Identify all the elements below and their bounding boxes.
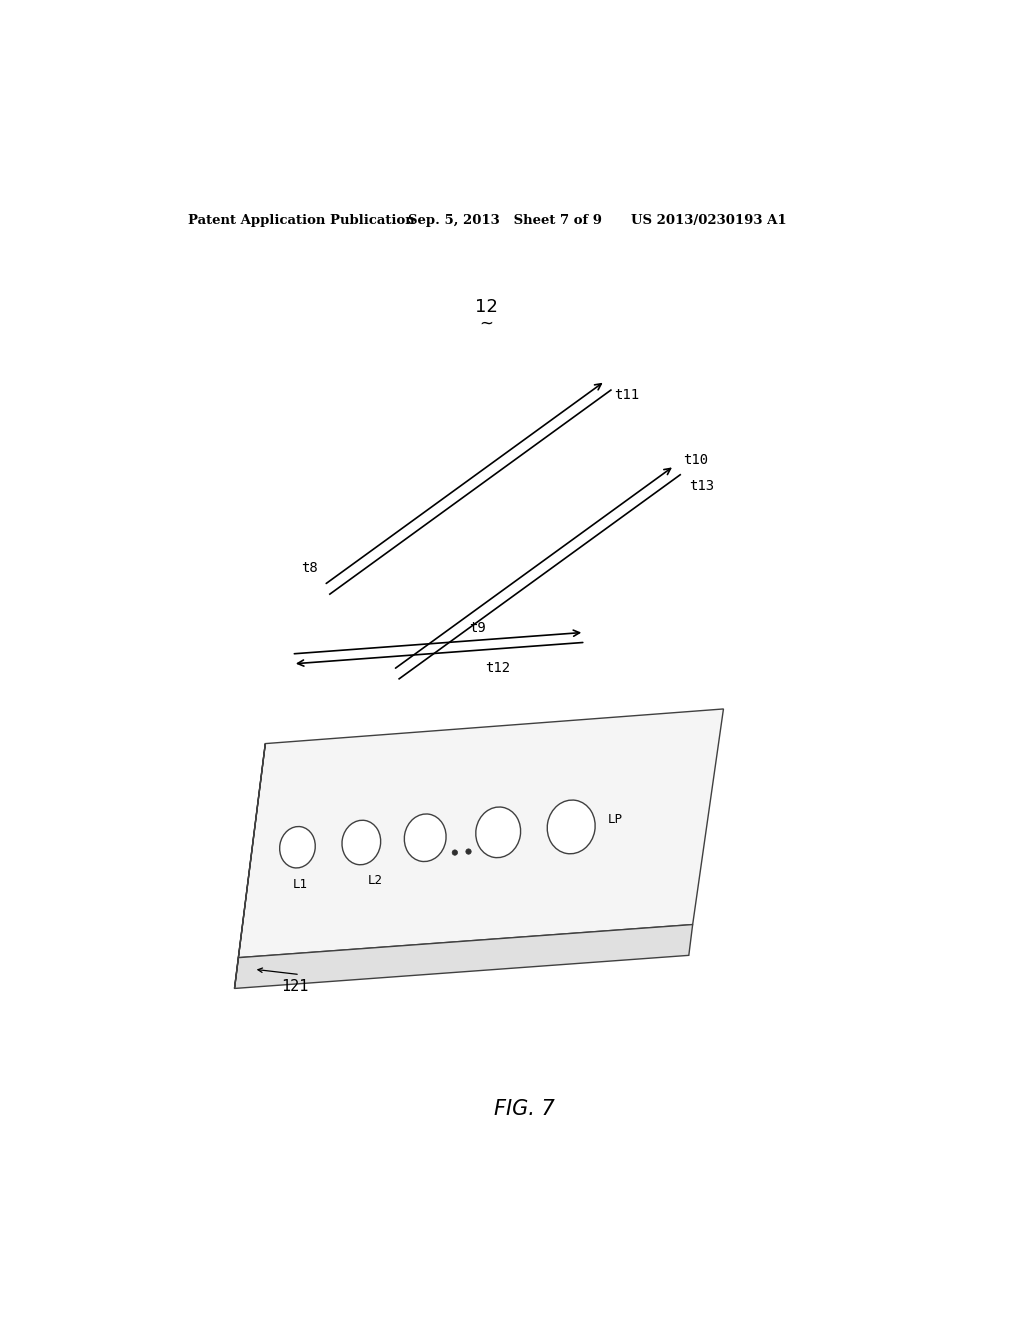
Text: t9: t9 (469, 620, 485, 635)
Text: t8: t8 (301, 561, 317, 576)
Text: LP: LP (608, 813, 624, 826)
Ellipse shape (547, 800, 595, 854)
Text: L2: L2 (368, 874, 383, 887)
Text: US 2013/0230193 A1: US 2013/0230193 A1 (631, 214, 786, 227)
Text: t13: t13 (689, 479, 715, 494)
Text: t10: t10 (684, 453, 709, 466)
Polygon shape (239, 709, 724, 958)
Polygon shape (234, 924, 692, 989)
Text: FIG. 7: FIG. 7 (495, 1100, 555, 1119)
Ellipse shape (280, 826, 315, 869)
Text: 121: 121 (281, 978, 308, 994)
Ellipse shape (453, 850, 458, 855)
Ellipse shape (342, 820, 381, 865)
Text: L1: L1 (292, 878, 307, 891)
Ellipse shape (466, 849, 471, 854)
Ellipse shape (476, 807, 520, 858)
Text: Sep. 5, 2013   Sheet 7 of 9: Sep. 5, 2013 Sheet 7 of 9 (408, 214, 602, 227)
Polygon shape (234, 743, 265, 989)
Text: t11: t11 (614, 388, 639, 401)
Ellipse shape (404, 814, 446, 862)
Text: Patent Application Publication: Patent Application Publication (188, 214, 415, 227)
Text: 12: 12 (475, 298, 498, 315)
Text: t12: t12 (485, 661, 511, 676)
Text: ~: ~ (479, 315, 494, 333)
